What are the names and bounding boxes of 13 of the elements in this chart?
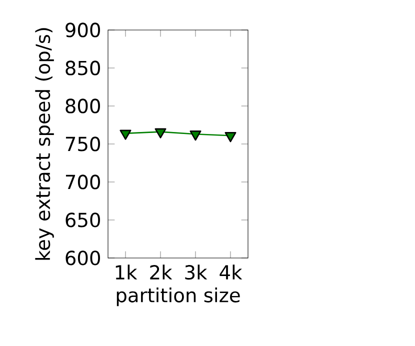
y-tick-label: 900 [66,22,100,38]
y-axis-title: key extract speed (op/s) [35,28,54,260]
y-tick-label: 800 [66,98,100,114]
x-tick-label: 1k [116,264,138,280]
y-tick-label: 700 [66,174,100,190]
y-tick-label: 650 [66,212,100,228]
y-tick-label: 750 [66,136,100,152]
y-tick-label: 850 [66,60,100,76]
x-tick-label: 3k [185,264,208,280]
x-axis-title: partition size [116,287,240,306]
x-tick-label: 4k [220,264,242,280]
x-tick-label: 2k [150,264,172,280]
y-tick-label: 600 [66,250,100,266]
